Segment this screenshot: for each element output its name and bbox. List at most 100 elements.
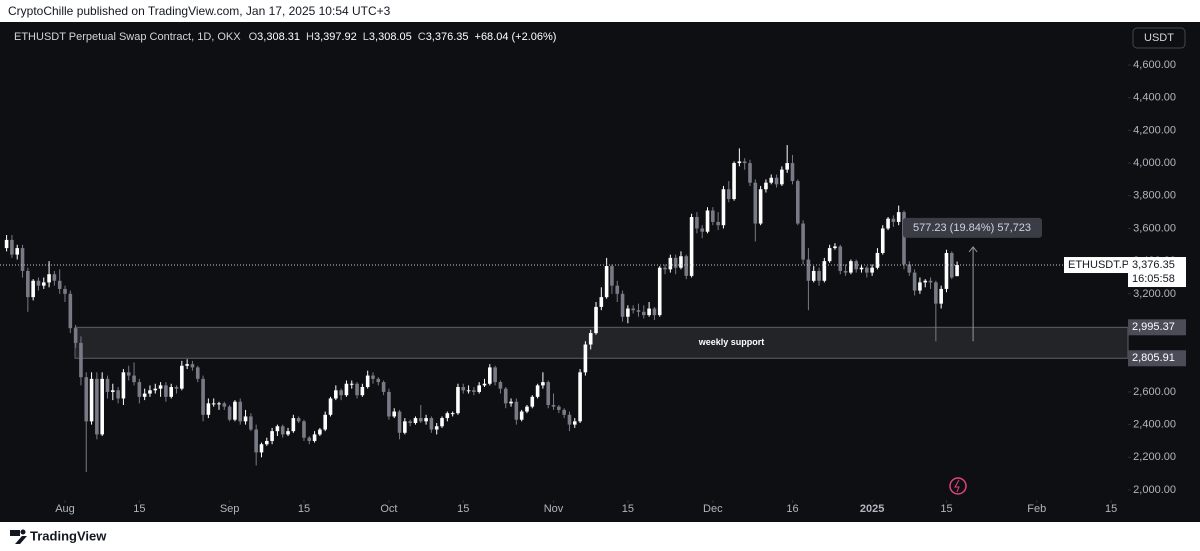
zone-label: weekly support: [698, 337, 765, 347]
candle-body: [748, 163, 752, 183]
candle-body: [795, 181, 800, 224]
legend-key: O: [249, 31, 258, 43]
candle-body: [647, 308, 651, 316]
candle-body: [461, 387, 466, 391]
chart-bg: [0, 22, 1200, 522]
y-tick-label: 2,200.00: [1133, 451, 1176, 463]
candle-body: [312, 434, 317, 441]
candle-body: [737, 161, 742, 164]
y-tick-label: 3,600.00: [1133, 222, 1176, 234]
y-tick-label: 4,000.00: [1133, 157, 1176, 169]
x-tick-label: Aug: [55, 503, 75, 515]
candle-body: [944, 252, 949, 289]
zone-price-box: [1128, 319, 1186, 336]
support-zone: [74, 326, 1129, 359]
candle-body: [180, 365, 184, 389]
currency-button[interactable]: [1132, 27, 1186, 49]
y-tick-label: 2,000.00: [1133, 484, 1176, 496]
candle-body: [280, 426, 285, 435]
legend-key: H: [306, 31, 314, 43]
candle-body: [126, 372, 131, 376]
x-tick-label: 16: [786, 503, 798, 515]
candle-body: [222, 403, 227, 407]
candle-body: [190, 364, 195, 368]
candle-body: [360, 387, 365, 396]
candle-body: [445, 413, 450, 419]
legend: ETHUSDT Perpetual Swap Contract, 1D, OKX…: [14, 31, 556, 43]
candle-body: [891, 218, 896, 222]
candle-body: [41, 282, 46, 286]
candle-body: [20, 248, 25, 271]
candle-body: [121, 372, 126, 399]
candle-body: [488, 367, 492, 384]
measure-label: 577.23 (19.84%) 57,723: [913, 222, 1031, 234]
candle-body: [854, 261, 858, 270]
candle-body: [355, 383, 359, 396]
candle-body: [249, 416, 253, 430]
candle-body: [334, 390, 338, 399]
legend-value: 3,308.31: [257, 31, 300, 43]
y-tick-label: 2,600.00: [1133, 386, 1176, 398]
zone-price-label: 2,805.91: [1132, 352, 1175, 364]
candle-body: [387, 391, 391, 417]
candle-body: [679, 256, 683, 268]
currency[interactable]: USDT: [1144, 32, 1174, 44]
tv-logo: [10, 529, 27, 544]
candle-body: [10, 239, 14, 255]
candle-body: [695, 217, 699, 229]
x-tick-label: 15: [133, 503, 145, 515]
candle-body: [429, 418, 434, 430]
x-tick-label: Nov: [544, 503, 564, 515]
candle-body: [955, 265, 959, 277]
candle-body: [896, 212, 901, 222]
candle-body: [137, 382, 142, 397]
candle-body: [827, 248, 832, 262]
y-tick-label: 4,400.00: [1133, 92, 1176, 104]
candle-body: [801, 223, 805, 260]
candle-body: [243, 416, 248, 422]
symbol-box: [1064, 257, 1128, 274]
candle-body: [132, 375, 136, 383]
candle-body: [142, 393, 147, 397]
candle-body: [259, 444, 264, 453]
y-tick-label: 2,400.00: [1133, 419, 1176, 431]
candle-body: [57, 280, 62, 289]
candle-body: [790, 163, 795, 182]
publisher: CryptoChille published on TradingView.co…: [8, 4, 391, 18]
candle-body: [599, 297, 604, 307]
candle-body: [865, 267, 869, 273]
candle-body: [100, 378, 104, 435]
candle-body: [31, 280, 35, 298]
candle-body: [408, 421, 412, 423]
footer-bar: [0, 522, 1200, 551]
candle-body: [514, 401, 519, 420]
candle-body: [817, 270, 821, 281]
candle-body: [557, 406, 561, 410]
candle-body: [880, 228, 885, 253]
x-tick-label: 15: [622, 503, 634, 515]
candle-body: [833, 246, 837, 249]
candle-body: [886, 218, 890, 229]
candle-body: [456, 387, 460, 414]
candle-body: [780, 169, 784, 185]
candle-body: [843, 270, 848, 273]
candle-body: [620, 293, 625, 317]
candle-body: [318, 429, 322, 435]
candle-body: [95, 378, 99, 435]
candle-body: [227, 406, 232, 420]
candle-body: [562, 409, 566, 415]
candle-body: [413, 418, 418, 423]
x-tick-label: 15: [940, 503, 952, 515]
candle-body: [610, 266, 614, 286]
candle-body: [493, 367, 497, 383]
legend-value: 3,397.92: [314, 31, 357, 43]
candle-body: [758, 189, 763, 224]
x-tick-label: Feb: [1027, 503, 1046, 515]
candle-body: [482, 383, 487, 386]
candle-body: [153, 388, 158, 391]
candle-body: [525, 406, 529, 412]
candle-body: [307, 437, 312, 441]
candle-body: [4, 239, 9, 249]
icon: [949, 477, 967, 495]
